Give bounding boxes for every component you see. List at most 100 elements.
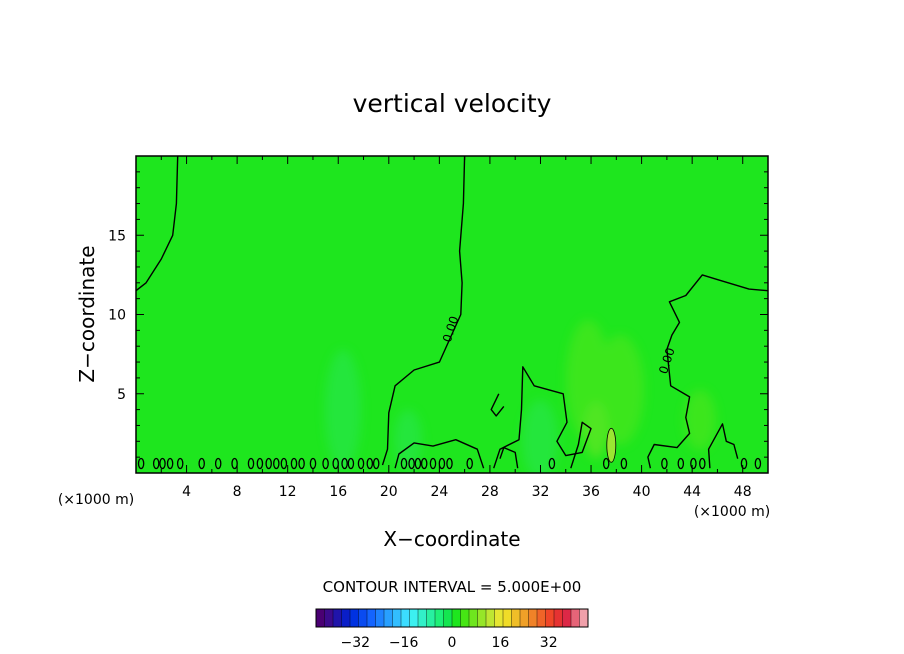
colorbar-swatch [435, 609, 444, 627]
x-tick-label: 12 [279, 484, 297, 500]
colorbar-swatch [477, 609, 487, 627]
small-contour-loop [332, 457, 339, 470]
small-contour-loop [256, 457, 264, 470]
x-tick-label: 40 [633, 484, 651, 500]
small-contour-loop [231, 457, 238, 470]
colorbar-swatch [367, 609, 376, 627]
x-tick-label: 20 [380, 484, 398, 500]
colorbar-swatch [324, 609, 334, 627]
colorbar-swatch [554, 609, 563, 627]
small-contour-loop [690, 457, 697, 470]
colorbar-swatch [375, 609, 385, 627]
small-contour-loop [309, 457, 317, 470]
zero-contour-0 [136, 156, 179, 292]
small-contour-loop [408, 457, 415, 470]
colorbar-swatch [316, 609, 325, 627]
zero-contour-7 [707, 423, 739, 469]
chart-title: vertical velocity [353, 89, 552, 118]
colorbar-tick-label: −32 [341, 635, 371, 651]
velocity-field [136, 156, 768, 473]
colorbar [316, 609, 589, 627]
small-contour-loop [620, 457, 628, 470]
small-contour-loop [661, 457, 668, 470]
colorbar-swatch [503, 609, 512, 627]
velocity-shading [325, 320, 716, 473]
colorbar-swatch [401, 609, 410, 627]
colorbar-swatch [384, 609, 393, 627]
positive-updraft-contour [606, 427, 617, 463]
x-axis-title: X−coordinate [383, 527, 520, 551]
colorbar-swatch [350, 609, 359, 627]
y-tick-label: 5 [117, 387, 126, 403]
x-tick-label: 28 [481, 484, 499, 500]
small-contour-loop [372, 457, 380, 470]
small-contour-loop [677, 457, 685, 470]
small-contour-loop [429, 457, 437, 470]
x-tick-label: 16 [329, 484, 347, 500]
small-contour-loop [347, 457, 355, 470]
small-contour-loop [176, 457, 184, 470]
contour-interval-label: CONTOUR INTERVAL = 5.000E+00 [323, 578, 582, 596]
colorbar-tick-label: 16 [491, 635, 509, 651]
small-contour-loop [290, 457, 298, 470]
x-tick-label: 8 [233, 484, 242, 500]
small-contour-loop [214, 457, 222, 470]
y-axis-title: Z−coordinate [75, 245, 99, 382]
small-contour-loop [414, 457, 422, 470]
colorbar-swatch [426, 609, 436, 627]
x-axis-tick-labels: 4 8 12 16 20 24 28 32 36 40 44 48 [182, 484, 752, 500]
colorbar-swatch [579, 609, 589, 627]
small-contour-loop [322, 457, 329, 470]
small-contour-loop [366, 457, 374, 470]
colorbar-swatch [443, 609, 453, 627]
colorbar-swatch [460, 609, 470, 627]
small-contour-loop [273, 457, 280, 470]
y-tick-label: 15 [108, 228, 126, 244]
y-axis-tick-labels: 5 10 15 [108, 228, 126, 403]
colorbar-swatch [545, 609, 555, 627]
colorbar-swatch [562, 609, 572, 627]
small-contour-loop [357, 457, 365, 470]
zero-contour-3 [394, 439, 485, 469]
small-contour-loop [280, 457, 288, 470]
colorbar-swatch [469, 609, 478, 627]
colorbar-swatch [494, 609, 504, 627]
colorbar-swatch [418, 609, 427, 627]
small-contour-loop [137, 457, 145, 470]
small-contour-loop [548, 457, 556, 470]
small-contour-loop [438, 457, 446, 470]
x-tick-label: 4 [182, 484, 191, 500]
zero-contour-6 [490, 393, 505, 417]
zero-contour-4 [493, 366, 592, 469]
colorbar-tick-label: 0 [448, 635, 457, 651]
colorbar-tick-label: 32 [540, 635, 558, 651]
colorbar-tick-labels: −32 −16 0 16 32 [341, 635, 558, 651]
colorbar-swatch [333, 609, 342, 627]
small-contour-loop [166, 457, 174, 470]
x-axis-unit-label: (×1000 m) [694, 504, 770, 520]
x-tick-label: 32 [532, 484, 550, 500]
small-contour-loop [446, 457, 453, 470]
small-contour-loop [699, 457, 706, 470]
small-contour-loop [159, 457, 166, 470]
small-contour-loop [298, 457, 305, 470]
colorbar-tick-label: −16 [389, 635, 419, 651]
small-contour-loop [152, 457, 160, 470]
colorbar-swatch [392, 609, 402, 627]
small-contour-loop [602, 457, 610, 470]
small-contour-loop [198, 457, 205, 470]
contour-lines [136, 156, 768, 470]
y-tick-label: 10 [108, 308, 126, 324]
colorbar-swatch [358, 609, 368, 627]
y-axis-unit-label: (×1000 m) [58, 492, 134, 508]
colorbar-swatch [537, 609, 546, 627]
small-contour-loop [400, 457, 408, 470]
colorbar-swatch [409, 609, 419, 627]
small-contour-loop [265, 457, 272, 470]
colorbar-swatch [520, 609, 529, 627]
x-tick-label: 48 [734, 484, 752, 500]
x-tick-label: 36 [582, 484, 600, 500]
zero-contour-5 [499, 446, 519, 469]
zero-contour-2 [647, 274, 768, 469]
colorbar-swatch [486, 609, 495, 627]
